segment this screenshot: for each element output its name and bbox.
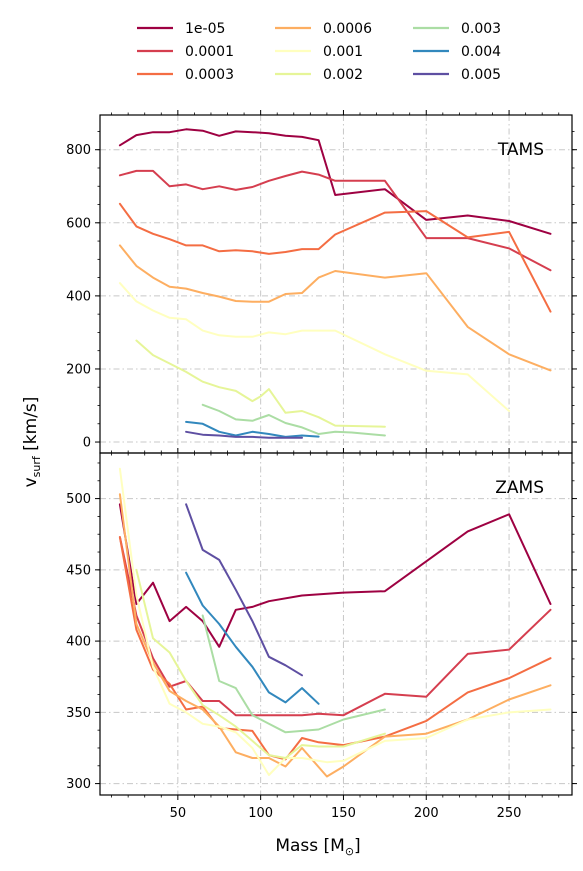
- legend-label: 1e-05: [185, 21, 225, 37]
- y-tick-label: 400: [66, 289, 91, 304]
- series-line-zams-0.0001: [118, 536, 552, 717]
- y-tick-label: 500: [66, 492, 91, 507]
- legend-label: 0.003: [461, 21, 501, 37]
- x-axis-label-main: Mass [M: [275, 836, 345, 856]
- panel-tams-series: [118, 128, 552, 439]
- x-tick-label: 250: [497, 806, 522, 821]
- panel-label-tams: TAMS: [497, 140, 544, 160]
- series-line-tams-0.0006: [118, 244, 552, 372]
- panel-label-zams: ZAMS: [495, 478, 544, 498]
- y-tick-label: 400: [66, 635, 91, 650]
- series-line-tams-0.002: [135, 339, 386, 428]
- series-line-tams-0.004: [185, 420, 320, 438]
- series-line-zams-1e-05: [118, 503, 552, 648]
- panel-tams-frame: [99, 114, 573, 454]
- y-tick-label: 350: [66, 706, 91, 721]
- y-tick-label: 600: [66, 216, 91, 231]
- legend-label: 0.0003: [185, 67, 234, 83]
- series-line-tams-0.001: [118, 282, 511, 412]
- legend-label: 0.001: [323, 44, 363, 60]
- legend-label: 0.0006: [323, 21, 372, 37]
- y-tick-label: 200: [66, 362, 91, 377]
- panel-tams-grid: [100, 115, 572, 453]
- y-axis-label: vsurf [km/s]: [21, 397, 43, 488]
- series-line-zams-0.001: [118, 467, 552, 776]
- series-line-tams-0.005: [185, 430, 303, 439]
- legend-label: 0.005: [461, 67, 501, 83]
- panel-tams: 0 200 400 600 800 TAMS: [66, 110, 577, 458]
- x-axis-label: Mass [M⊙]: [275, 836, 360, 858]
- x-tick-label: 200: [414, 806, 439, 821]
- y-tick-label: 0: [83, 436, 91, 451]
- y-tick-label: 450: [66, 563, 91, 578]
- series-line-zams-0.005: [185, 503, 303, 677]
- series-line-tams-0.003: [201, 403, 386, 437]
- x-tick-label: 50: [170, 806, 187, 821]
- series-line-tams-0.0001: [118, 169, 552, 272]
- x-tick-label: 100: [248, 806, 273, 821]
- panel-zams-series: [118, 467, 552, 778]
- x-tick-label: 150: [331, 806, 356, 821]
- y-axis-label-main: v: [21, 477, 41, 487]
- series-line-zams-0.0006: [118, 493, 552, 778]
- series-line-zams-0.004: [185, 571, 320, 705]
- panel-zams-frame: [99, 452, 573, 796]
- panel-tams-ticks: 0 200 400 600 800: [66, 110, 577, 458]
- y-tick-label: 800: [66, 143, 91, 158]
- legend-label: 0.004: [461, 44, 501, 60]
- legend-label: 0.0001: [185, 44, 234, 60]
- y-axis-label-sub: surf: [30, 455, 43, 477]
- panel-zams-ticks: 300 350 400 450 500 50 100 150 200 250: [66, 448, 577, 821]
- series-line-tams-0.0003: [118, 202, 552, 313]
- legend: 1e-05 0.0001 0.0003 0.0006 0.001 0.002 0.003 0.…: [137, 21, 501, 83]
- y-tick-label: 300: [66, 777, 91, 792]
- series-line-zams-0.003: [201, 614, 386, 734]
- x-axis-label-sub: ⊙: [345, 845, 354, 858]
- y-axis-label-end: [km/s]: [21, 397, 41, 457]
- panel-zams: 300 350 400 450 500 50 100 150 200 250 ZAMS: [66, 448, 577, 821]
- legend-label: 0.002: [323, 67, 363, 83]
- panel-zams-grid: [100, 453, 572, 795]
- series-line-zams-0.002: [135, 568, 386, 759]
- x-axis-label-end: ]: [354, 836, 361, 856]
- series-line-tams-1e-05: [118, 128, 552, 235]
- series-line-zams-0.0003: [118, 536, 552, 761]
